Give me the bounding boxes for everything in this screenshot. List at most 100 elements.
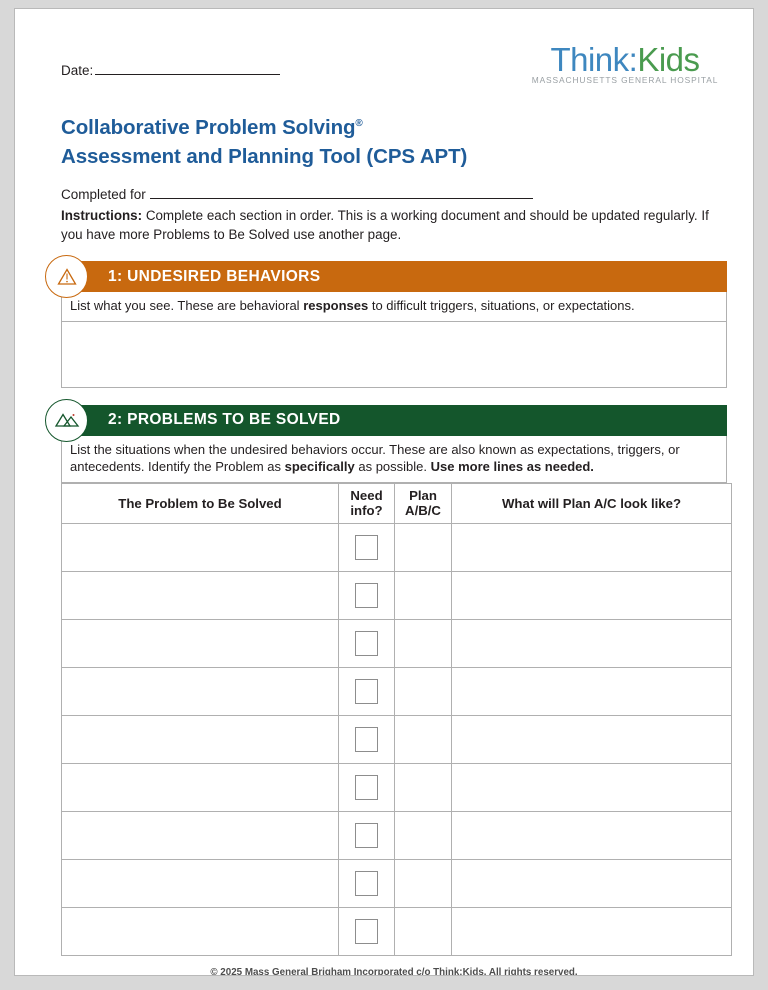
cell-plan[interactable] — [394, 810, 452, 860]
cell-need-info[interactable] — [338, 522, 395, 572]
col-header-need-info-line1: Need — [350, 488, 383, 504]
mountains-icon — [45, 398, 88, 442]
cell-need-info[interactable] — [338, 906, 395, 956]
cell-look-like[interactable] — [451, 666, 732, 716]
document-footer: © 2025 Mass General Brigham Incorporated… — [61, 965, 727, 976]
table-row — [61, 522, 732, 572]
section-1-desc-bold: responses — [303, 298, 369, 314]
cell-plan[interactable] — [394, 666, 452, 716]
footer-copyright: © 2025 Mass General Brigham Incorporated… — [210, 966, 578, 976]
section-1-desc-part2: to difficult triggers, situations, or ex… — [368, 298, 635, 314]
warning-triangle-icon — [45, 255, 88, 299]
instructions-text: Instructions: Complete each section in o… — [61, 207, 725, 244]
title-line-2: Assessment and Planning Tool (CPS APT) — [61, 145, 468, 169]
cell-need-info[interactable] — [338, 666, 395, 716]
completed-for-input-rule[interactable] — [149, 187, 533, 200]
cell-look-like[interactable] — [451, 810, 732, 860]
page-title: Collaborative Problem Solving® Assessmen… — [61, 113, 727, 171]
cell-plan[interactable] — [394, 858, 452, 908]
cell-need-info[interactable] — [338, 618, 395, 668]
section-2-desc-part2: as possible. — [354, 459, 431, 475]
col-header-look-like: What will Plan A/C look like? — [451, 482, 732, 524]
cell-problem[interactable] — [61, 522, 339, 572]
date-label: Date: — [61, 63, 94, 78]
section-1-description: List what you see. These are behavioral … — [61, 292, 727, 322]
document-page: Date: Think:Kids MASSACHUSETTS GENERAL H… — [14, 8, 754, 976]
section-2-banner: 2: PROBLEMS TO BE SOLVED — [61, 404, 727, 436]
col-header-plan-line1: Plan — [409, 488, 437, 504]
cell-problem[interactable] — [61, 762, 339, 812]
cell-plan[interactable] — [394, 714, 452, 764]
cell-problem[interactable] — [61, 906, 339, 956]
table-row — [61, 570, 732, 620]
table-row — [61, 810, 732, 860]
cell-plan[interactable] — [394, 906, 452, 956]
cell-plan[interactable] — [394, 570, 452, 620]
section-1-title: 1: UNDESIRED BEHAVIORS — [108, 267, 321, 285]
col-header-plan: Plan A/B/C — [394, 482, 452, 524]
cell-look-like[interactable] — [451, 570, 732, 620]
logo-think-text: Think — [550, 41, 629, 78]
section-1-desc-part1: List what you see. These are behavioral — [70, 298, 304, 314]
cell-look-like[interactable] — [451, 858, 732, 908]
col-header-need-info: Need info? — [338, 482, 395, 524]
need-info-checkbox[interactable] — [355, 870, 378, 896]
document-header: Date: Think:Kids MASSACHUSETTS GENERAL H… — [61, 43, 727, 105]
date-field-line: Date: — [61, 63, 281, 78]
section-2-desc-part1: List the situations when the undesired b… — [70, 441, 680, 475]
registered-mark: ® — [355, 118, 363, 130]
table-row — [61, 762, 732, 812]
section-undesired-behaviors: 1: UNDESIRED BEHAVIORS List what you see… — [45, 255, 727, 388]
completed-for-label: Completed for — [61, 187, 146, 203]
table-row — [61, 618, 732, 668]
cell-plan[interactable] — [394, 522, 452, 572]
cell-look-like[interactable] — [451, 618, 732, 668]
section-problems-to-be-solved: 2: PROBLEMS TO BE SOLVED List the situat… — [45, 398, 732, 956]
cell-problem[interactable] — [61, 810, 339, 860]
table-row — [61, 714, 732, 764]
need-info-checkbox[interactable] — [355, 822, 378, 848]
undesired-behaviors-textarea[interactable] — [61, 321, 727, 388]
table-body — [61, 522, 732, 956]
instructions-label: Instructions: — [61, 208, 143, 224]
cell-problem[interactable] — [61, 858, 339, 908]
logo-colon-text: : — [628, 41, 638, 78]
cell-problem[interactable] — [61, 666, 339, 716]
cell-need-info[interactable] — [338, 714, 395, 764]
section-2-desc-bold-2: Use more lines as needed. — [430, 459, 594, 475]
cell-problem[interactable] — [61, 570, 339, 620]
need-info-checkbox[interactable] — [355, 774, 378, 800]
table-row — [61, 906, 732, 956]
table-row — [61, 666, 732, 716]
need-info-checkbox[interactable] — [355, 534, 378, 560]
cell-need-info[interactable] — [338, 570, 395, 620]
need-info-checkbox[interactable] — [355, 582, 378, 608]
section-2-title: 2: PROBLEMS TO BE SOLVED — [108, 411, 341, 429]
cell-plan[interactable] — [394, 618, 452, 668]
cell-need-info[interactable] — [338, 810, 395, 860]
logo-wordmark: Think:Kids — [527, 43, 723, 77]
instructions-body: Complete each section in order. This is … — [61, 208, 709, 242]
cell-need-info[interactable] — [338, 762, 395, 812]
cell-need-info[interactable] — [338, 858, 395, 908]
section-2-description: List the situations when the undesired b… — [61, 435, 727, 483]
need-info-checkbox[interactable] — [355, 726, 378, 752]
need-info-checkbox[interactable] — [355, 918, 378, 944]
table-row — [61, 858, 732, 908]
need-info-checkbox[interactable] — [355, 678, 378, 704]
think-kids-logo: Think:Kids MASSACHUSETTS GENERAL HOSPITA… — [527, 43, 723, 85]
completed-for-line: Completed for — [61, 187, 727, 202]
cell-look-like[interactable] — [451, 906, 732, 956]
need-info-checkbox[interactable] — [355, 630, 378, 656]
cell-look-like[interactable] — [451, 762, 732, 812]
date-input-rule[interactable] — [95, 63, 281, 75]
cell-problem[interactable] — [61, 714, 339, 764]
cell-look-like[interactable] — [451, 522, 732, 572]
cell-look-like[interactable] — [451, 714, 732, 764]
table-header-row: The Problem to Be Solved Need info? Plan… — [61, 482, 732, 524]
problems-table: The Problem to Be Solved Need info? Plan… — [61, 482, 732, 956]
col-header-problem: The Problem to Be Solved — [61, 482, 339, 524]
cell-plan[interactable] — [394, 762, 452, 812]
title-line-1: Collaborative Problem Solving — [61, 116, 356, 139]
cell-problem[interactable] — [61, 618, 339, 668]
